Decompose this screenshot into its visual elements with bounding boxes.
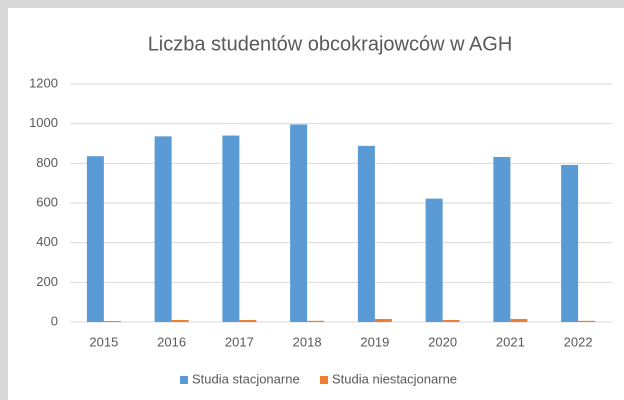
bar <box>561 164 579 322</box>
x-tick-label: 2016 <box>157 334 186 349</box>
x-tick-label: 2021 <box>496 334 525 349</box>
x-tick-label: 2015 <box>89 334 118 349</box>
legend-swatch <box>320 376 328 384</box>
bar <box>171 320 189 322</box>
legend-swatch <box>180 376 188 384</box>
y-tick-label: 600 <box>36 194 58 209</box>
chart-title: Liczba studentów obcokrajowców w AGH <box>148 33 513 55</box>
y-tick-label: 1200 <box>29 75 58 90</box>
bar <box>239 320 257 322</box>
x-tick-label: 2017 <box>225 334 254 349</box>
bar <box>357 145 375 322</box>
x-tick-label: 2019 <box>360 334 389 349</box>
y-tick-label: 0 <box>51 313 58 328</box>
bar <box>290 124 308 323</box>
chart-area <box>8 8 624 400</box>
bar <box>442 320 460 322</box>
y-tick-label: 1000 <box>29 115 58 130</box>
y-tick-label: 800 <box>36 155 58 170</box>
bar <box>86 156 104 322</box>
bar <box>103 321 121 322</box>
x-tick-label: 2022 <box>564 334 593 349</box>
bar <box>307 320 325 322</box>
legend-label: Studia niestacjonarne <box>332 371 457 386</box>
x-tick-label: 2020 <box>428 334 457 349</box>
legend-label: Studia stacjonarne <box>192 371 300 386</box>
bar <box>154 136 172 322</box>
y-tick-label: 200 <box>36 274 58 289</box>
bar <box>222 135 240 322</box>
bar <box>425 198 443 322</box>
y-tick-label: 400 <box>36 234 58 249</box>
bar <box>510 319 528 322</box>
bar <box>578 320 596 322</box>
x-tick-label: 2018 <box>293 334 322 349</box>
bar <box>374 319 392 322</box>
bar <box>493 156 511 322</box>
